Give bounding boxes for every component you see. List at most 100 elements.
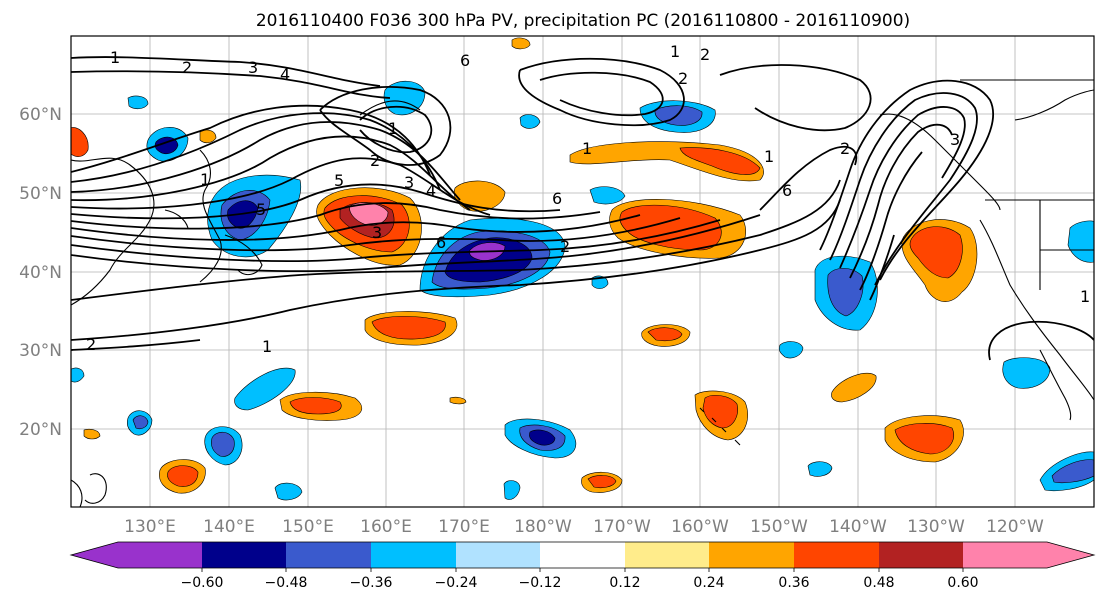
positive-anomaly [511,37,531,50]
svg-text:1: 1 [110,48,120,67]
colorbar-segment [540,542,625,568]
colorbar-tick-label: 0.48 [863,575,894,591]
colorbar-segment [794,542,879,568]
longitude-labels: 130°E 140°E 150°E 160°E 170°E 180°W 170°… [124,517,1044,537]
lon-label: 180°W [514,517,572,537]
negative-anomaly [807,461,833,477]
colorbar-tick-label: 0.36 [778,575,809,591]
lat-label: 30°N [19,341,62,361]
negative-anomaly [71,367,85,383]
colorbar-tick-label: 0.24 [693,575,724,591]
latitude-labels: 60°N 50°N 40°N 30°N 20°N [19,105,62,440]
coastlines [71,79,1094,507]
colorbar: −0.60 −0.48 −0.36 −0.24 −0.12 0.12 0.24 … [69,541,1096,591]
negative-anomaly [827,268,864,317]
negative-anomaly [589,186,626,205]
colorbar-tick-label: −0.60 [181,575,224,591]
figure-title: 2016110400 F036 300 hPa PV, precipitatio… [256,11,910,31]
colorbar-tick-label: 0.60 [947,575,978,591]
lon-label: 160°W [671,517,729,537]
positive-anomaly [71,127,89,157]
svg-text:6: 6 [552,189,562,208]
lat-label: 60°N [19,105,62,125]
positive-anomaly [702,395,738,429]
svg-text:2: 2 [700,45,710,64]
colorbar-tick-label: −0.36 [350,575,393,591]
negative-anomaly [274,482,303,501]
colorbar-segment [371,542,456,568]
svg-text:4: 4 [426,181,436,200]
svg-text:5: 5 [334,171,344,190]
negative-anomaly [529,429,556,446]
svg-text:1: 1 [670,42,680,61]
colorbar-tick-label: −0.12 [519,575,562,591]
svg-text:3: 3 [248,58,258,77]
positive-anomaly [679,147,761,175]
colorbar-segment [625,542,709,568]
svg-text:1: 1 [262,337,272,356]
svg-text:5: 5 [256,200,266,219]
colorbar-tick-label: 0.12 [609,575,640,591]
positive-anomaly [199,129,217,144]
svg-text:3: 3 [950,130,960,149]
svg-text:2: 2 [560,237,570,256]
colorbar-segment [71,542,202,568]
svg-text:2: 2 [370,151,380,170]
negative-anomaly [1067,220,1094,263]
svg-text:2: 2 [840,139,850,158]
svg-text:3: 3 [372,223,382,242]
colorbar-segment [202,542,286,568]
precip-shading [71,37,1094,501]
map-panel: 1 2 3 4 1 2 3 4 5 6 1 2 3 6 1 2 1 2 6 1 [70,35,1095,508]
negative-anomaly [519,114,541,129]
svg-text:2: 2 [182,58,192,77]
colorbar-tick-label: −0.48 [265,575,308,591]
negative-anomaly [503,480,521,500]
colorbar-segment [286,542,371,568]
colorbar-segment [879,542,963,568]
lon-label: 120°W [986,517,1044,537]
negative-anomaly [154,136,179,155]
negative-anomaly [778,341,804,359]
positive-anomaly [167,465,199,487]
svg-text:1: 1 [582,139,592,158]
colorbar-segment [709,542,794,568]
negative-anomaly [132,415,149,430]
lon-label: 140°W [829,517,887,537]
positive-anomaly [587,475,617,489]
svg-text:2: 2 [86,335,96,354]
lon-label: 170°E [438,517,490,537]
map-frame [70,35,1095,508]
positive-anomaly [449,396,467,405]
contour-labels: 1 2 3 4 1 2 3 4 5 6 1 2 3 6 1 2 1 2 6 1 [86,42,1090,356]
positive-anomaly [909,226,963,279]
negative-anomaly [127,95,149,110]
positive-anomaly [83,428,101,440]
svg-text:1: 1 [764,147,774,166]
colorbar-tick-label: −0.24 [435,575,478,591]
positive-anomaly [289,397,342,415]
lon-label: 170°W [593,517,651,537]
lon-label: 150°W [750,517,808,537]
svg-text:1: 1 [1080,287,1090,306]
colorbar-segment [456,542,540,568]
svg-text:6: 6 [436,233,446,252]
positive-anomaly [831,372,877,403]
negative-anomaly [1051,459,1094,484]
lon-label: 130°E [124,517,176,537]
lat-label: 40°N [19,263,62,283]
positive-anomaly [647,327,683,342]
lon-label: 150°E [282,517,334,537]
svg-text:4: 4 [280,65,290,84]
lon-label: 140°E [203,517,255,537]
positive-anomaly [371,316,446,340]
svg-text:6: 6 [782,181,792,200]
svg-text:1: 1 [388,119,398,138]
negative-anomaly [234,367,296,411]
lon-label: 130°W [907,517,965,537]
lon-label: 160°E [360,517,412,537]
svg-text:1: 1 [200,170,210,189]
svg-text:3: 3 [404,173,414,192]
negative-anomaly [211,431,235,457]
